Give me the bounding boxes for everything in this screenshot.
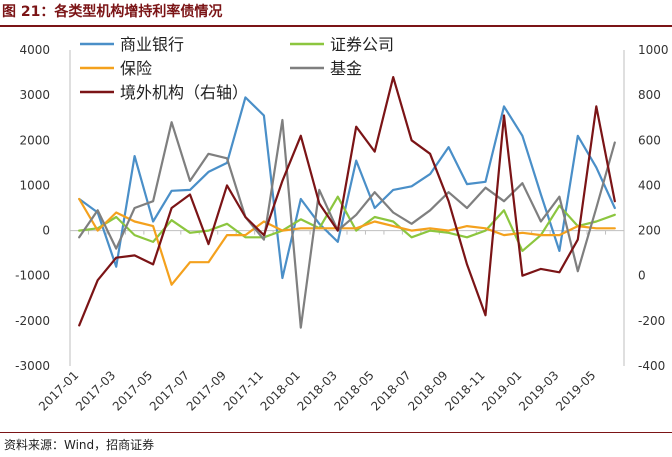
- series-line-overseas: [78, 75, 616, 327]
- left-tick-label: 4000: [19, 43, 50, 57]
- right-tick-label: 600: [638, 133, 661, 147]
- right-tick-label: 400: [638, 178, 661, 192]
- legend-label: 境外机构（右轴）: [120, 83, 248, 102]
- right-tick-label: 800: [638, 88, 661, 102]
- left-tick-label: 1000: [19, 178, 50, 192]
- right-tick-label: -400: [638, 359, 665, 373]
- x-tick-label: 2018-01: [258, 368, 303, 413]
- left-tick-label: -1000: [15, 269, 50, 283]
- legend-label: 保险: [120, 59, 152, 78]
- x-tick-label: 2017-07: [147, 368, 192, 413]
- legend-label: 商业银行: [120, 35, 184, 54]
- x-axis-ticks: 2017-012017-032017-052017-072017-092017-…: [36, 230, 625, 414]
- series-line-funds: [78, 118, 616, 329]
- x-tick-label: 2017-05: [110, 368, 155, 413]
- x-tick-label: 2017-01: [36, 368, 81, 413]
- x-tick-label: 2019-01: [479, 368, 524, 413]
- series-line-insurance: [78, 197, 616, 286]
- x-tick-label: 2018-07: [368, 368, 413, 413]
- source-note: 资料来源：Wind，招商证券: [4, 438, 155, 452]
- x-tick-label: 2018-09: [405, 368, 450, 413]
- series-lines: [78, 75, 616, 329]
- x-tick-label: 2018-11: [442, 368, 487, 413]
- right-tick-label: -200: [638, 314, 665, 328]
- right-tick-label: 200: [638, 224, 661, 238]
- x-tick-label: 2019-05: [553, 368, 598, 413]
- left-tick-label: 2000: [19, 133, 50, 147]
- right-tick-label: 1000: [638, 43, 669, 57]
- left-axis-ticks: -3000 -2000 -1000 0 1000 2000 3000 4000: [15, 43, 50, 373]
- series-line-banks: [78, 96, 616, 280]
- left-tick-label: 3000: [19, 88, 50, 102]
- left-tick-label: 0: [42, 224, 50, 238]
- left-tick-label: -2000: [15, 314, 50, 328]
- footer-rule: [0, 432, 672, 433]
- x-tick-label: 2017-03: [73, 368, 118, 413]
- x-tick-label: 2018-03: [295, 368, 340, 413]
- x-tick-label: 2017-09: [184, 368, 229, 413]
- series-line-securities: [78, 195, 616, 252]
- left-tick-label: -3000: [15, 359, 50, 373]
- right-tick-label: 0: [638, 269, 646, 283]
- x-tick-label: 2017-11: [221, 368, 266, 413]
- legend-label: 基金: [330, 59, 362, 78]
- x-tick-label: 2019-03: [516, 368, 561, 413]
- legend-label: 证券公司: [330, 35, 394, 54]
- title-rule: [0, 25, 672, 27]
- figure-title: 图 21：各类型机构增持利率债情况: [2, 4, 223, 20]
- x-tick-label: 2018-05: [331, 368, 376, 413]
- right-axis-ticks: -400 -200 0 200 400 600 800 1000: [638, 43, 669, 373]
